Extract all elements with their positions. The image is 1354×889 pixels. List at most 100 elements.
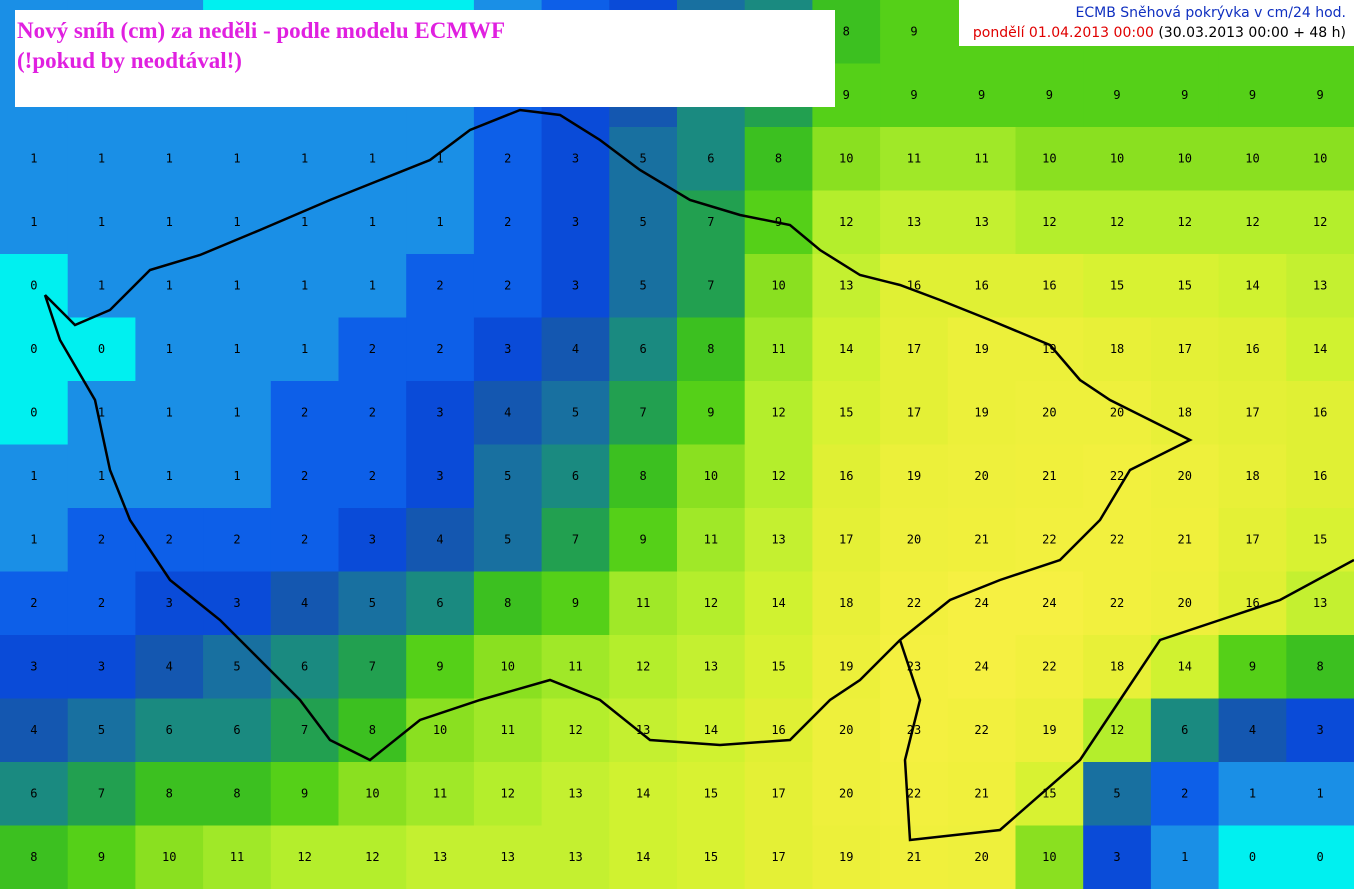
snow-cell <box>406 254 475 318</box>
snow-value: 11 <box>771 342 785 356</box>
snow-value: 9 <box>640 532 647 546</box>
snow-value: 2 <box>166 532 173 546</box>
snow-cell <box>1150 762 1220 826</box>
snow-cell <box>1286 190 1354 255</box>
snow-value: 5 <box>98 723 105 737</box>
snow-value: 13 <box>1313 596 1327 610</box>
snow-value: 8 <box>504 596 511 610</box>
snow-cell <box>270 444 339 509</box>
snow-value: 20 <box>1178 469 1192 483</box>
snow-value: 13 <box>433 850 447 864</box>
snow-cell <box>1083 190 1152 255</box>
snow-cell <box>1218 698 1287 763</box>
snow-value: 6 <box>572 469 579 483</box>
snow-cell <box>1083 317 1152 382</box>
snow-value: 11 <box>501 723 515 737</box>
snow-cell <box>1083 698 1152 763</box>
snow-value: 18 <box>1110 342 1124 356</box>
snow-cell <box>1083 127 1152 191</box>
snow-value: 21 <box>907 850 921 864</box>
snow-cell <box>203 317 272 382</box>
country-border <box>43 108 1193 762</box>
snow-value: 14 <box>839 342 853 356</box>
snow-cell <box>947 762 1016 826</box>
snow-cell <box>1218 444 1287 509</box>
snow-value: 19 <box>839 850 853 864</box>
snow-cell <box>67 254 136 318</box>
snow-cell <box>338 508 407 572</box>
snow-value: 1 <box>301 151 308 165</box>
snow-cell <box>67 635 136 699</box>
snow-cell <box>677 190 746 255</box>
snow-value: 3 <box>166 596 173 610</box>
snow-cell <box>406 444 475 509</box>
snow-cell <box>338 444 407 509</box>
snow-value: 12 <box>365 850 379 864</box>
snow-cell <box>406 190 475 255</box>
snow-value: 2 <box>1181 786 1188 800</box>
snow-cell <box>947 698 1016 763</box>
snow-value: 8 <box>369 723 376 737</box>
snow-cell <box>67 190 136 255</box>
snow-cell <box>473 762 543 826</box>
snow-value: 16 <box>1042 278 1056 292</box>
snow-value: 4 <box>572 342 579 356</box>
snow-cell <box>1083 825 1152 889</box>
snow-cell <box>1083 635 1152 699</box>
snow-cell <box>744 698 813 763</box>
snow-cell <box>744 381 813 445</box>
snow-cell <box>1218 190 1287 255</box>
snow-cell <box>677 127 746 191</box>
snow-value: 10 <box>1042 151 1056 165</box>
snow-cell <box>812 190 881 255</box>
snow-cell <box>203 571 272 636</box>
snow-cell <box>67 825 136 889</box>
snow-value: 3 <box>572 151 579 165</box>
snow-cell <box>609 317 678 382</box>
snow-value: 7 <box>572 532 579 546</box>
snow-cell <box>473 698 543 763</box>
snow-value: 4 <box>30 723 37 737</box>
snow-cell <box>541 317 610 382</box>
snow-cell <box>541 254 610 318</box>
snow-value: 9 <box>572 596 579 610</box>
snow-value: 22 <box>907 596 921 610</box>
snow-cell <box>338 571 407 636</box>
snow-value: 6 <box>707 151 714 165</box>
snow-cell <box>1286 381 1354 445</box>
snow-value: 10 <box>162 850 176 864</box>
snow-cell <box>880 381 949 445</box>
snow-value: 8 <box>166 786 173 800</box>
snow-value: 5 <box>504 532 511 546</box>
snow-value: 10 <box>771 278 785 292</box>
snow-value: 1 <box>98 215 105 229</box>
snow-value: 10 <box>839 151 853 165</box>
snow-value: 15 <box>1110 278 1124 292</box>
snow-value: 22 <box>1110 596 1124 610</box>
snow-value: 15 <box>1178 278 1192 292</box>
snow-cell <box>203 508 272 572</box>
snow-cell <box>1150 317 1220 382</box>
title: Nový sníh (cm) za neděli - podle modelu … <box>17 18 506 43</box>
snow-cell <box>1286 698 1354 763</box>
snow-value: 17 <box>1178 342 1192 356</box>
snow-value: 0 <box>1317 850 1324 864</box>
snow-value: 10 <box>1313 151 1327 165</box>
snow-cell <box>135 381 204 445</box>
snow-cell <box>812 254 881 318</box>
snow-cell <box>1286 127 1354 191</box>
snow-value: 7 <box>640 405 647 419</box>
snow-value: 10 <box>1110 151 1124 165</box>
snow-value: 14 <box>1313 342 1327 356</box>
snow-cell <box>609 444 678 509</box>
snow-cell <box>609 254 678 318</box>
snow-value: 1 <box>301 215 308 229</box>
snow-cell <box>338 190 407 255</box>
snow-cell <box>812 444 881 509</box>
snow-cell <box>947 63 1016 128</box>
snow-value: 9 <box>910 88 917 102</box>
snow-value: 5 <box>504 469 511 483</box>
snow-value: 3 <box>572 215 579 229</box>
title-box: Nový sníh (cm) za neděli - podle modelu … <box>15 10 835 107</box>
